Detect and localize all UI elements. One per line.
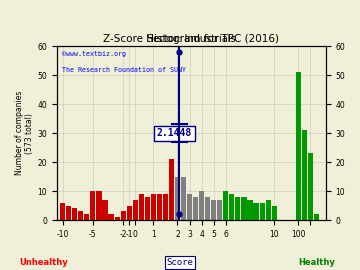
Bar: [260, 203, 265, 220]
Title: Z-Score Histogram for TPC (2016): Z-Score Histogram for TPC (2016): [103, 34, 279, 44]
Bar: [314, 214, 319, 220]
Text: The Research Foundation of SUNY: The Research Foundation of SUNY: [62, 67, 186, 73]
Bar: [84, 214, 89, 220]
Bar: [266, 200, 271, 220]
Bar: [163, 194, 168, 220]
Bar: [78, 211, 84, 220]
Bar: [253, 203, 258, 220]
Text: Score: Score: [167, 258, 193, 267]
Bar: [90, 191, 95, 220]
Bar: [181, 177, 186, 220]
Bar: [235, 197, 240, 220]
Bar: [308, 153, 313, 220]
Bar: [151, 194, 156, 220]
Bar: [121, 211, 126, 220]
Bar: [132, 200, 138, 220]
Bar: [296, 72, 301, 220]
Bar: [271, 205, 277, 220]
Bar: [229, 194, 234, 220]
Text: ©www.textbiz.org: ©www.textbiz.org: [62, 51, 126, 57]
Bar: [60, 203, 65, 220]
Bar: [199, 191, 204, 220]
Bar: [102, 200, 108, 220]
Text: Healthy: Healthy: [298, 258, 335, 267]
Bar: [127, 205, 132, 220]
Bar: [139, 194, 144, 220]
Bar: [205, 197, 210, 220]
Text: 2.1448: 2.1448: [157, 128, 192, 138]
Bar: [72, 208, 77, 220]
Bar: [175, 177, 180, 220]
Bar: [242, 197, 247, 220]
Bar: [193, 197, 198, 220]
Bar: [66, 205, 71, 220]
Bar: [223, 191, 228, 220]
Bar: [247, 200, 253, 220]
Bar: [187, 194, 192, 220]
Bar: [302, 130, 307, 220]
Bar: [96, 191, 102, 220]
Text: Sector: Industrials: Sector: Industrials: [147, 34, 235, 44]
Bar: [108, 214, 114, 220]
Bar: [145, 197, 150, 220]
Y-axis label: Number of companies
(573 total): Number of companies (573 total): [15, 91, 35, 175]
Bar: [157, 194, 162, 220]
Bar: [114, 217, 120, 220]
Text: Unhealthy: Unhealthy: [19, 258, 68, 267]
Bar: [169, 159, 174, 220]
Bar: [211, 200, 216, 220]
Bar: [217, 200, 222, 220]
